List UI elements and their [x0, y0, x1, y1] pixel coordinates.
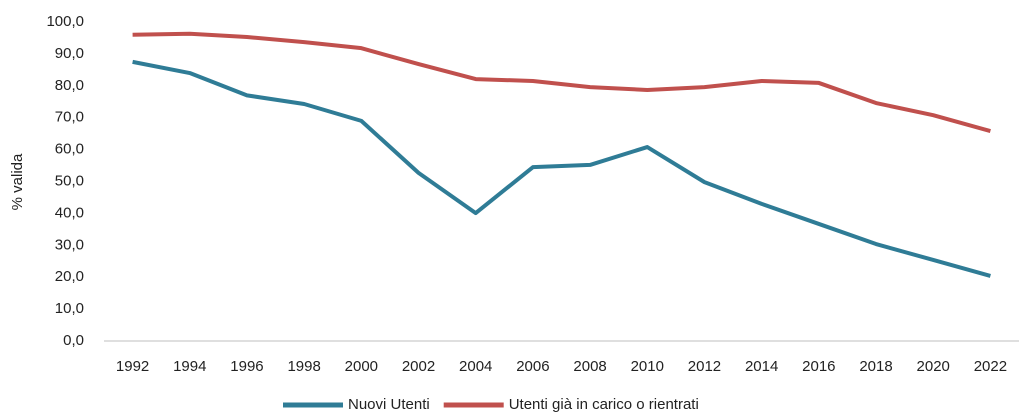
legend-label: Nuovi Utenti — [348, 396, 430, 413]
x-tick-label: 2020 — [917, 358, 950, 375]
x-tick-label: 1996 — [230, 358, 263, 375]
y-tick-label: 0,0 — [63, 332, 84, 349]
x-tick-label: 2008 — [573, 358, 606, 375]
legend-label: Utenti già in carico o rientrati — [509, 396, 699, 413]
series-line — [132, 59, 991, 278]
x-tick-label: 2010 — [631, 358, 664, 375]
x-tick-label: 2000 — [345, 358, 378, 375]
x-tick-label: 1994 — [173, 358, 206, 375]
y-tick-label: 70,0 — [55, 109, 84, 126]
y-tick-label: 20,0 — [55, 268, 84, 285]
x-tick-label: 1998 — [287, 358, 320, 375]
x-tick-label: 2018 — [859, 358, 892, 375]
x-tick-label: 2022 — [974, 358, 1007, 375]
series-line — [132, 31, 991, 134]
x-tick-label: 2014 — [745, 358, 778, 375]
y-tick-label: 60,0 — [55, 141, 84, 158]
y-tick-label: 100,0 — [46, 13, 84, 30]
x-tick-label: 1992 — [116, 358, 149, 375]
y-tick-label: 90,0 — [55, 45, 84, 62]
y-tick-label: 80,0 — [55, 77, 84, 94]
y-axis-label: % valida — [9, 153, 26, 210]
x-tick-label: 2004 — [459, 358, 492, 375]
y-tick-label: 10,0 — [55, 300, 84, 317]
x-tick-label: 2006 — [516, 358, 549, 375]
x-tick-label: 2012 — [688, 358, 721, 375]
x-tick-label: 2016 — [802, 358, 835, 375]
y-tick-label: 50,0 — [55, 172, 84, 189]
x-tick-label: 2002 — [402, 358, 435, 375]
y-tick-label: 30,0 — [55, 236, 84, 253]
y-tick-label: 40,0 — [55, 204, 84, 221]
